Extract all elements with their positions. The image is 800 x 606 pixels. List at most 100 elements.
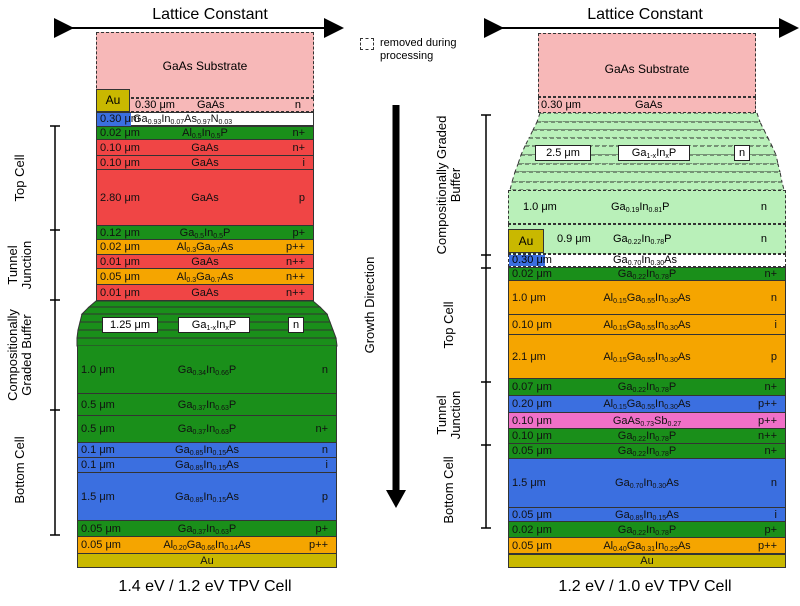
right-layer: 0.07 μm Ga0.22In0.78P n+ [508,379,786,396]
left-substrate-label: GaAs Substrate [162,59,248,73]
layer-doping: i [774,508,777,521]
right-buffer-layer-2: 0.9 μm Ga0.22In0.78P n [508,224,786,254]
layer-thickness: 0.10 μm [100,156,140,169]
layer-doping: n [770,477,777,489]
right-contact-layer: 0.30 μm Ga0.70In0.30As [508,254,786,267]
right-au-bottom: Au [508,554,786,568]
layer-thickness: 0.12 μm [100,226,140,239]
left-group-top-cell: Top Cell [12,154,27,202]
left-contact-layer: 0.30 μm Ga0.93In0.07As0.97N0.03 [96,112,314,126]
left-substrate: GaAs Substrate [96,32,314,98]
right-graded-material: Ga1-xInxP [618,145,690,161]
left-removed-doping: n [294,99,301,111]
right-buffer-1-doping: n [760,201,767,213]
layer-material: Al0.5In0.5P [182,127,228,140]
left-removed-material: GaAs [197,99,225,111]
right-layer: 0.02 μm Ga0.22In0.78P p+ [508,522,786,538]
left-layer: 1.5 μm Ga0.85In0.15As p [77,473,337,521]
layer-thickness: 0.20 μm [512,398,552,410]
layer-thickness: 0.02 μm [100,241,140,253]
layer-doping: n+ [315,423,328,435]
layer-doping: i [774,318,777,331]
layer-thickness: 0.5 μm [81,423,115,435]
layer-doping: n++ [286,270,305,283]
left-removed-gaas: 0.30 μm GaAs n [96,98,314,112]
layer-doping: p [298,191,305,204]
layer-thickness: 0.02 μm [100,127,140,139]
layer-doping: p [770,350,777,363]
layer-doping: p++ [309,539,328,551]
right-removed-thickness: 0.30 μm [541,99,581,111]
layer-doping: n+ [764,268,777,280]
right-layer: 1.0 μm Al0.15Ga0.55In0.30As n [508,281,786,315]
layer-material: Ga0.22In0.78P [617,268,677,281]
right-group-bottom-cell: Bottom Cell [441,456,456,524]
layer-doping: i [302,156,305,169]
right-removed-gaas: 0.30 μm GaAs [538,97,756,113]
left-layer: 0.5 μm Ga0.37In0.63P n+ [77,416,337,443]
left-group-buffer: Compositionally Graded Buffer [5,309,34,401]
left-graded-doping: n [288,317,304,333]
layer-thickness: 0.05 μm [81,539,121,551]
right-group-buffer: Compositionally Graded Buffer [434,115,463,255]
right-au-bottom-label: Au [640,555,654,567]
right-buffer-2-thickness: 0.9 μm [557,233,591,245]
layer-doping: n+ [292,127,305,139]
left-graded-material: Ga1-xInxP [178,317,250,333]
layer-doping: n [770,291,777,304]
right-contact-material: Ga0.70In0.30As [613,254,677,267]
left-layer: 0.01 μm GaAs n++ [96,285,314,301]
layer-material: Al0.3Ga0.7As [176,241,234,254]
layer-doping: n++ [758,430,777,442]
left-contact-material: Ga0.93In0.07As0.97N0.03 [133,113,233,126]
left-layer: 0.02 μm Al0.5In0.5P n+ [96,126,314,140]
left-removed-thickness: 0.30 μm [135,99,175,111]
layer-thickness: 1.5 μm [512,477,546,489]
growth-arrowhead [386,490,406,508]
right-buffer-1-thickness: 1.0 μm [523,201,557,213]
right-caption: 1.2 eV / 1.0 eV TPV Cell [558,578,732,595]
layer-thickness: 1.0 μm [81,363,115,376]
layer-thickness: 0.05 μm [512,508,552,521]
layer-material: Ga0.34In0.66P [177,363,237,377]
layer-thickness: 0.05 μm [81,522,121,535]
legend-text: removed during processing [380,37,457,62]
left-layer: 0.10 μm GaAs i [96,156,314,170]
lattice-title-right: Lattice Constant [587,6,703,23]
legend-dashed-box [360,38,374,50]
layer-material: Ga0.37In0.63P [177,423,237,436]
layer-material: GaAs [191,156,219,169]
layer-material: GaAs [191,191,219,204]
left-layer: 1.0 μm Ga0.34In0.66P n [77,346,337,394]
layer-doping: n [321,363,328,376]
right-layer: 0.10 μm Al0.15Ga0.55In0.30As i [508,315,786,335]
left-layer: 0.01 μm GaAs n++ [96,255,314,269]
layer-thickness: 0.1 μm [81,459,115,471]
layer-doping: n [321,444,328,456]
layer-doping: n+ [764,445,777,457]
layer-thickness: 0.1 μm [81,444,115,456]
layer-doping: p++ [286,241,305,253]
layer-thickness: 0.10 μm [512,318,552,331]
layer-doping: p++ [758,398,777,410]
left-layer: 0.05 μm Al0.3Ga0.7As n++ [96,269,314,285]
layer-material: Ga0.85In0.15As [175,459,239,472]
right-buffer-1-material: Ga0.19In0.81P [611,201,670,214]
left-layer: 0.1 μm Ga0.85In0.15As n [77,443,337,458]
layer-thickness: 0.5 μm [81,398,115,411]
layer-doping: n+ [764,381,777,393]
layer-thickness: 0.01 μm [100,255,140,268]
right-graded-doping: n [734,145,750,161]
layer-thickness: 0.10 μm [100,141,140,154]
left-brackets [50,125,60,536]
layer-thickness: 2.1 μm [512,350,546,363]
lattice-title-left: Lattice Constant [152,6,268,23]
layer-material: Al0.15Ga0.55In0.30As [603,398,691,411]
left-au-bottom-label: Au [200,554,214,567]
layer-material: GaAs [191,255,219,268]
right-layer: 2.1 μm Al0.15Ga0.55In0.30As p [508,335,786,379]
left-layer: 0.02 μm Al0.3Ga0.7As p++ [96,240,314,255]
layer-thickness: 0.07 μm [512,381,552,393]
left-layer: 0.5 μm Ga0.37In0.63P [77,394,337,416]
left-au-top-contact: Au [96,89,130,112]
